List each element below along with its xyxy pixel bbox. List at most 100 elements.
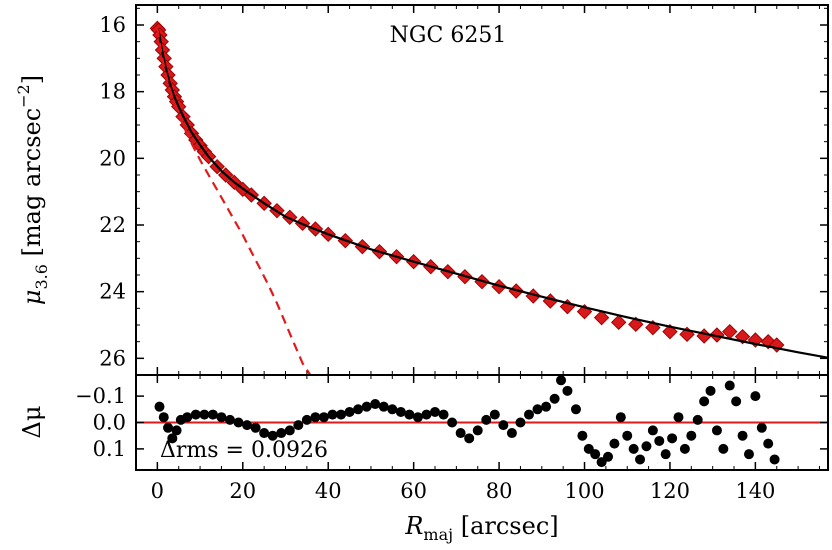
profile-y-axis-title: μ3.6 [mag arcsec−2] [14,75,51,305]
y-tick-label: 18 [99,80,126,104]
residual-series-layer [136,375,828,468]
rms-annotation: Δrms = 0.0926 [160,438,328,463]
residual-point [590,449,601,460]
residual-point [455,428,466,439]
residual-point [763,438,774,449]
residual-point [718,443,729,454]
residual-point [731,396,742,407]
residual-point [182,412,193,423]
residual-point [743,449,754,460]
residual-point [489,409,500,420]
residual-point [667,433,678,444]
residual-point [635,454,646,465]
residual-point [267,430,278,441]
residual-point [556,375,567,386]
residual-point [699,396,710,407]
residual-point [336,409,347,420]
residual-point [506,428,517,439]
profile-panel: 16 18 20 22 24 26 NGC 6251 [99,4,829,470]
residual-point [447,417,458,428]
y-tick-label: 16 [99,13,126,37]
residual-point [660,449,671,460]
x-tick-label: 100 [564,479,604,503]
residual-point [412,412,423,423]
residual-point [737,430,748,441]
residual-point [570,404,581,415]
residual-point [769,454,780,465]
residual-point [515,417,526,428]
residual-point [370,399,381,410]
residual-point [615,412,626,423]
profile-point [696,328,712,344]
residual-point [724,380,735,391]
residual-point [216,412,227,423]
profile-point [610,314,627,331]
residual-point [199,409,210,420]
residual-point [673,412,684,423]
x-tick-label: 140 [735,479,775,503]
residual-point [562,385,573,396]
residual-point [532,404,543,415]
profile-axis-ticks: 16 18 20 22 24 26 [99,5,828,470]
residual-y-tick-label: 0.0 [93,411,126,435]
residual-point [242,420,253,431]
residual-point [647,425,658,436]
residual-point [293,420,304,431]
residual-point [344,406,355,417]
residual-point [395,406,406,417]
residual-point [233,417,244,428]
residual-point [603,451,614,462]
y-tick-label: 20 [99,146,126,170]
residual-point [250,422,261,433]
residual-point [654,435,665,446]
residual-point [276,428,287,439]
residual-point [622,430,633,441]
residual-point [472,425,483,436]
profile-series-layer [149,20,828,375]
residual-point [387,404,398,415]
x-tick-label: 20 [229,479,256,503]
profile-point [593,309,610,326]
residual-point [628,443,639,454]
residual-point [705,385,716,396]
residual-point [438,409,449,420]
residual-point [224,414,235,425]
residual-point [404,409,415,420]
residual-point [353,404,364,415]
profile-point [722,323,738,340]
residual-point [692,414,703,425]
chart-title: NGC 6251 [390,23,507,48]
observed-profile-markers [149,20,785,353]
residual-point [523,409,534,420]
residual-point [378,401,389,412]
residual-point [163,422,174,433]
residual-point [158,412,169,423]
residual-point [549,393,560,404]
residual-point [190,409,201,420]
residual-point [284,425,295,436]
profile-point [709,327,725,343]
residual-point [498,420,509,431]
residual-y-tick-label: 0.1 [93,437,126,461]
x-tick-label: 60 [400,479,427,503]
residual-point [171,425,182,436]
residual-y-tick-label: −0.1 [75,384,126,408]
residual-point [167,433,178,444]
residual-point [464,433,475,444]
bulge-component-line [156,28,312,375]
residual-panel: 0 20 40 60 80 100 120 140 −0.1 0.00.1 Δrms = 0.09… [75,374,829,503]
y-tick-label: 24 [99,280,126,304]
residual-y-axis-title: Δμ [18,406,46,439]
residual-point [641,441,652,452]
residual-point [207,409,218,420]
x-tick-label: 0 [151,479,164,503]
residual-point [310,412,321,423]
residual-point [711,425,722,436]
residual-point [577,430,588,441]
residual-point [679,443,690,454]
residual-point [301,414,312,425]
residual-point [430,406,441,417]
y-tick-label: 22 [99,213,126,237]
residual-point [327,409,338,420]
